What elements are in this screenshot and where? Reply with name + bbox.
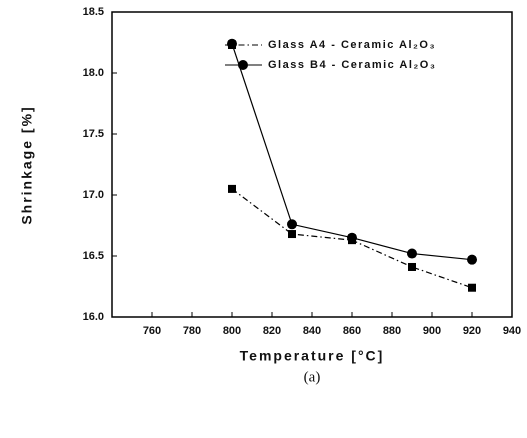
marker [288,230,296,239]
y-tick-label: 16.5 [83,250,104,262]
x-tick-label: 860 [343,325,361,337]
marker [347,232,357,243]
y-tick-label: 17.0 [83,189,104,201]
marker [228,184,236,193]
x-tick-label: 920 [463,325,481,337]
x-tick-label: 880 [383,325,401,337]
legend-marker [238,60,248,70]
x-tick-label: 840 [303,325,321,337]
y-tick-label: 18.5 [83,6,104,18]
y-tick-label: 16.0 [83,311,104,323]
legend-label: Glass B4 - Ceramic Al₂O₃ [268,59,436,71]
x-tick-label: 780 [183,325,201,337]
x-tick-label: 900 [423,325,441,337]
x-tick-label: 760 [143,325,161,337]
marker [468,283,476,292]
marker [407,248,417,259]
caption: (a) [304,369,321,385]
y-tick-label: 18.0 [83,67,104,79]
y-tick-label: 17.5 [83,128,104,140]
x-tick-label: 800 [223,325,241,337]
series-line [231,43,473,261]
x-axis-label: Temperature [°C] [240,348,385,364]
marker [467,254,477,265]
x-tick-label: 820 [263,325,281,337]
marker [287,219,297,230]
plot-frame [111,11,513,318]
x-tick-label: 940 [503,325,521,337]
marker [227,38,237,49]
marker [408,262,416,271]
legend-label: Glass A4 - Ceramic Al₂O₃ [268,39,436,51]
y-axis-label: Shrinkage [%] [19,105,35,224]
